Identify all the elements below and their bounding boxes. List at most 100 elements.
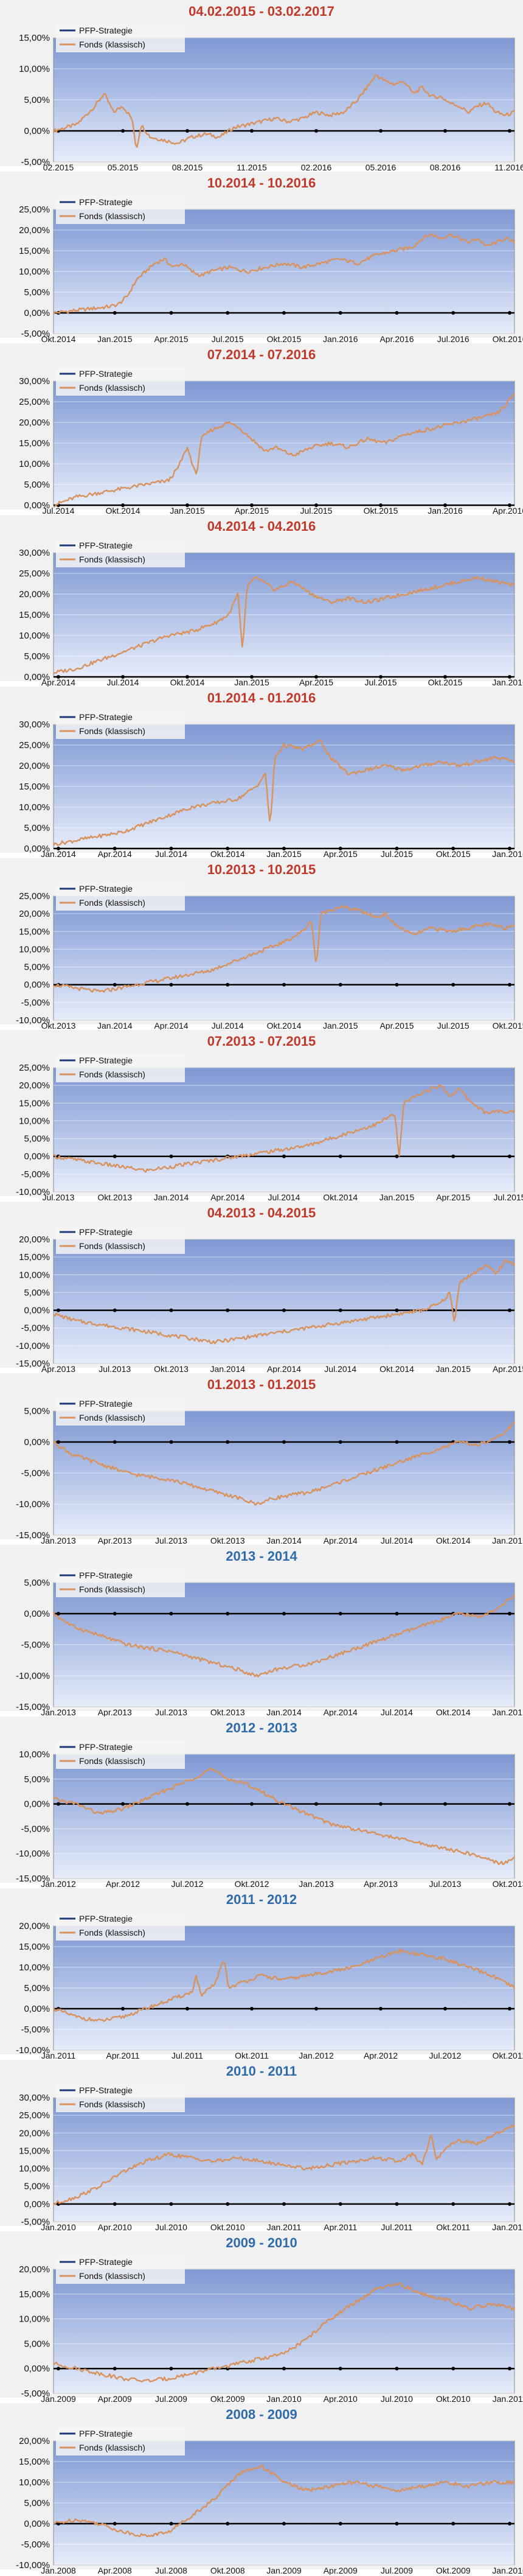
x-tick-mark [508,1612,511,1615]
x-tick-mark [508,129,511,133]
x-tick-label: Okt.2015 [493,1021,523,1030]
y-tick-label: 0,00% [24,1799,50,1810]
fund-series-line [53,2282,515,2382]
x-tick-label: Jul.2012 [429,2051,462,2060]
x-tick-label: Jul.2014 [43,506,75,515]
legend-label-fund: Fonds (klassisch) [79,40,145,49]
x-tick-label: Jan.2012 [41,1879,76,1888]
y-tick-label: 0,00% [24,2364,50,2374]
y-tick-label: 25,00% [19,397,50,407]
legend-label-strategy: PFP-Strategie [79,1227,133,1237]
chart-svg: 30,00% 25,00% 20,00% 15,00% 10,00% 5,00% 0,00%… [19,368,523,515]
x-tick-mark [226,2522,230,2525]
x-tick-label: Okt.2015 [436,849,471,858]
y-tick-label: 5,00% [24,1983,50,1993]
x-tick-mark [338,2522,342,2525]
x-tick-label: Jul.2013 [99,1364,131,1373]
x-tick-label: Jan.2015 [97,334,133,343]
x-tick-mark [379,503,383,507]
chart-title: 2011 - 2012 [226,1892,297,1907]
legend-box [56,883,185,911]
x-tick-mark [57,2367,60,2371]
x-tick-label: Okt.2014 [170,677,205,687]
x-tick-label: 11.2016 [494,163,523,172]
x-tick-mark [508,675,511,679]
x-tick-label: Jan.2008 [41,2566,76,2575]
x-tick-label: Jan.2014 [154,1192,189,1202]
x-tick-label: Jan.2016 [323,334,358,343]
x-tick-mark [226,1308,230,1312]
x-tick-mark [121,503,125,507]
fund-series-line [53,1767,515,1866]
y-tick-label: 0,00% [24,1306,50,1316]
legend: PFP-Strategie Fonds (klassisch) [56,1569,185,1597]
y-tick-label: 5,00% [24,2182,50,2192]
x-tick-label: Okt.2015 [267,334,302,343]
x-tick-mark [113,2522,117,2525]
y-tick-label: 10,00% [19,2314,50,2325]
x-tick-mark [508,2202,511,2206]
x-tick-mark [169,1308,173,1312]
chart-svg: 20,00% 15,00% 10,00% 5,00% 0,00% -5,00% -10,00… [16,1913,523,2060]
x-tick-label: Jul.2013 [43,1192,75,1202]
x-tick-label: Jan.2010 [41,2222,76,2231]
x-tick-mark [379,129,383,133]
x-tick-mark [508,982,511,987]
x-tick-label: Okt.2016 [493,334,523,343]
legend-label-strategy: PFP-Strategie [79,1914,133,1923]
chart-svg: 5,00% 0,00% -5,00% -10,00% -15,00%Jan.2013 Ap… [16,1398,523,1545]
x-tick-mark [282,2522,286,2525]
x-tick-mark [338,2367,342,2371]
x-tick-label: Jul.2015 [300,506,333,515]
y-tick-label: 15,00% [19,33,50,43]
y-tick-label: -15,00% [16,1530,50,1541]
chart-svg: 25,00% 20,00% 15,00% 10,00% 5,00% 0,00% -5,00%… [16,1054,523,1202]
x-tick-label: Jan.2015 [492,1536,523,1545]
chart-title: 2010 - 2011 [226,2063,297,2079]
legend-box [56,1913,185,1941]
chart-title: 2012 - 2013 [226,1720,297,1735]
x-tick-label: Okt.2014 [106,506,140,515]
chart-panel: 2013 - 2014 5,00% 0,00% -5,00% -10,00% -15,00… [0,1545,523,1717]
x-tick-mark [395,311,399,315]
y-tick-label: 0,00% [24,308,50,318]
x-tick-label: Okt.2013 [210,1536,245,1545]
fund-series-line [52,74,515,148]
y-tick-label: 25,00% [19,891,50,901]
x-tick-mark [282,1440,286,1444]
legend: PFP-Strategie Fonds (klassisch) [56,1054,185,1082]
legend: PFP-Strategie Fonds (klassisch) [56,2256,185,2284]
y-tick-label: -10,00% [16,1849,50,1859]
x-tick-mark [395,1612,399,1615]
x-tick-mark [169,2367,173,2371]
y-tick-label: 5,00% [24,2498,50,2508]
legend-box [56,711,185,739]
x-tick-mark [185,129,189,133]
x-tick-label: Apr.2014 [324,1536,358,1545]
x-tick-mark [169,982,173,987]
y-tick-label: -5,00% [21,2539,50,2550]
x-tick-label: Apr.2015 [379,1021,414,1030]
x-tick-label: Jul.2013 [155,1707,187,1717]
x-tick-label: Jul.2015 [437,1021,469,1030]
x-tick-label: 02.2015 [43,163,74,172]
x-tick-mark [169,847,173,850]
y-tick-label: 25,00% [19,205,50,215]
y-tick-label: 15,00% [19,2289,50,2300]
x-tick-mark [314,675,318,679]
legend-box [56,2256,185,2284]
chart-svg: 20,00% 15,00% 10,00% 5,00% 0,00% -5,00% -10,00… [16,1226,523,1373]
x-tick-mark [395,2202,399,2206]
y-tick-label: 10,00% [19,1962,50,1973]
y-tick-label: 20,00% [19,418,50,428]
y-tick-label: -5,00% [21,2217,50,2227]
x-tick-mark [282,2202,286,2206]
chart-panel: 2012 - 2013 10,00% 5,00% 0,00% -5,00% -10,00%… [0,1717,523,1888]
y-tick-label: 0,00% [24,2519,50,2529]
legend-box [56,1226,185,1254]
x-tick-mark [508,1440,511,1444]
x-tick-mark [508,503,511,507]
x-tick-label: Jul.2009 [155,2394,187,2403]
chart-svg: 30,00% 25,00% 20,00% 15,00% 10,00% 5,00% 0,00%… [19,539,523,687]
x-tick-mark [451,1154,455,1158]
